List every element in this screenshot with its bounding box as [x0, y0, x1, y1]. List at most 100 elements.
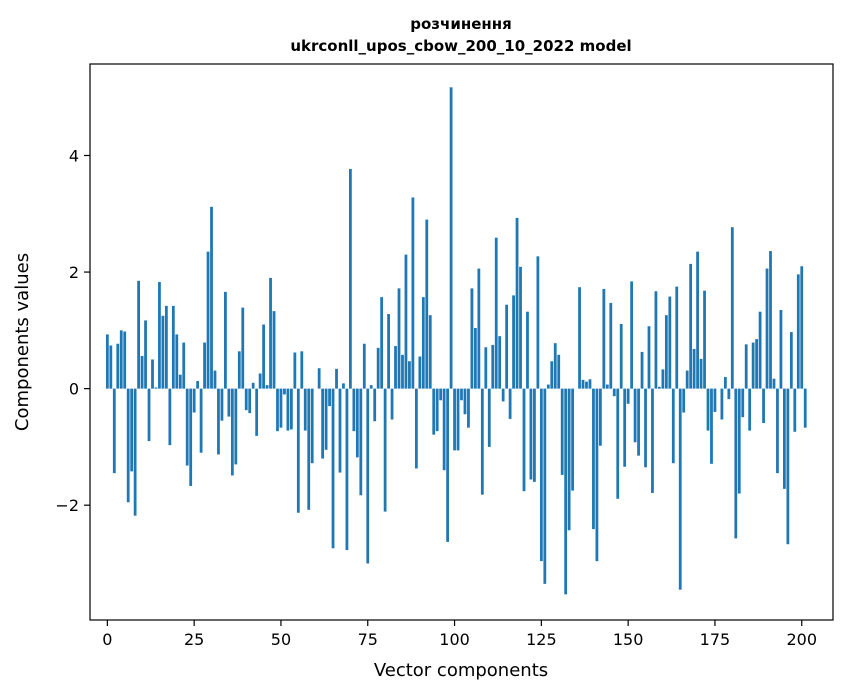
- bar: [175, 334, 179, 389]
- bar: [658, 386, 661, 389]
- bar: [605, 384, 609, 389]
- bar: [796, 274, 800, 389]
- bar: [671, 388, 675, 464]
- bar: [342, 383, 345, 389]
- bar: [803, 388, 807, 428]
- bar: [296, 388, 300, 513]
- bar: [189, 388, 193, 486]
- bar: [439, 388, 443, 401]
- bar: [536, 256, 540, 389]
- bars-layer: [105, 87, 807, 595]
- bar: [213, 370, 217, 389]
- bar: [203, 342, 206, 389]
- bar: [251, 382, 255, 389]
- bar: [522, 388, 526, 492]
- bar: [286, 388, 290, 431]
- bar: [408, 361, 411, 389]
- bar: [376, 347, 380, 389]
- bar: [550, 361, 554, 389]
- bar: [383, 388, 387, 512]
- bar: [748, 388, 752, 431]
- bar: [494, 237, 498, 389]
- bar: [651, 388, 654, 493]
- bar: [491, 344, 495, 389]
- bar: [401, 354, 404, 389]
- bar: [345, 388, 349, 551]
- bar: [640, 351, 644, 389]
- bar: [692, 348, 696, 389]
- bar: [123, 331, 127, 389]
- plot-frame: [89, 63, 834, 621]
- x-tick-label: 50: [271, 630, 291, 649]
- bar: [158, 281, 161, 389]
- chart-subtitle: ukrconll_upos_cbow_200_10_2022 model: [290, 37, 631, 55]
- x-tick-label: 200: [786, 630, 817, 649]
- bar: [501, 388, 505, 402]
- bar: [126, 388, 130, 503]
- bar: [230, 388, 234, 476]
- bar: [553, 343, 557, 389]
- bar: [307, 388, 311, 510]
- bar: [720, 388, 724, 420]
- bar: [206, 251, 210, 389]
- bar: [369, 385, 373, 389]
- bar: [276, 388, 279, 432]
- bar: [588, 379, 592, 389]
- bar: [765, 268, 769, 389]
- bar: [269, 277, 272, 389]
- bar: [220, 388, 224, 421]
- bar: [300, 351, 304, 389]
- bar: [480, 388, 484, 495]
- bar: [335, 368, 338, 389]
- y-axis-label: Components values: [12, 253, 33, 431]
- bar: [133, 388, 137, 516]
- bar: [779, 309, 783, 389]
- bar: [109, 345, 113, 389]
- bar: [265, 385, 269, 389]
- bar: [293, 352, 297, 389]
- bar: [380, 297, 384, 389]
- bar: [283, 388, 286, 395]
- bar: [151, 359, 154, 389]
- bar: [421, 297, 425, 389]
- bar: [703, 290, 706, 389]
- bar: [248, 388, 252, 414]
- bar: [474, 328, 477, 389]
- bar: [477, 268, 481, 389]
- bar: [592, 388, 595, 530]
- bar: [119, 330, 123, 389]
- bar: [682, 388, 686, 413]
- bar: [581, 379, 585, 389]
- bar: [227, 388, 231, 417]
- bar: [578, 287, 581, 389]
- bar: [602, 288, 606, 389]
- bar: [470, 288, 474, 389]
- bar: [571, 388, 574, 491]
- bar: [626, 388, 630, 404]
- bar: [366, 388, 370, 564]
- y-tick-label: 2: [69, 263, 79, 282]
- x-axis: 0 25 50 75 100 125 150 175 200: [102, 620, 817, 649]
- bar: [244, 388, 248, 411]
- x-tick-label: 75: [358, 630, 378, 649]
- bar: [182, 342, 186, 389]
- bar: [418, 356, 422, 389]
- bar: [637, 388, 640, 456]
- bar: [783, 388, 786, 489]
- bar: [387, 314, 390, 389]
- bar: [460, 388, 463, 401]
- bar: [616, 388, 620, 499]
- bar: [258, 373, 262, 389]
- x-tick-label: 25: [184, 630, 204, 649]
- bar: [487, 388, 491, 447]
- bar: [328, 388, 331, 407]
- bar: [161, 315, 165, 389]
- bar: [498, 336, 502, 389]
- bar: [446, 388, 449, 542]
- bar: [529, 388, 533, 480]
- bar: [512, 295, 515, 389]
- bar: [435, 388, 439, 432]
- bar: [526, 311, 529, 389]
- bar: [130, 388, 134, 472]
